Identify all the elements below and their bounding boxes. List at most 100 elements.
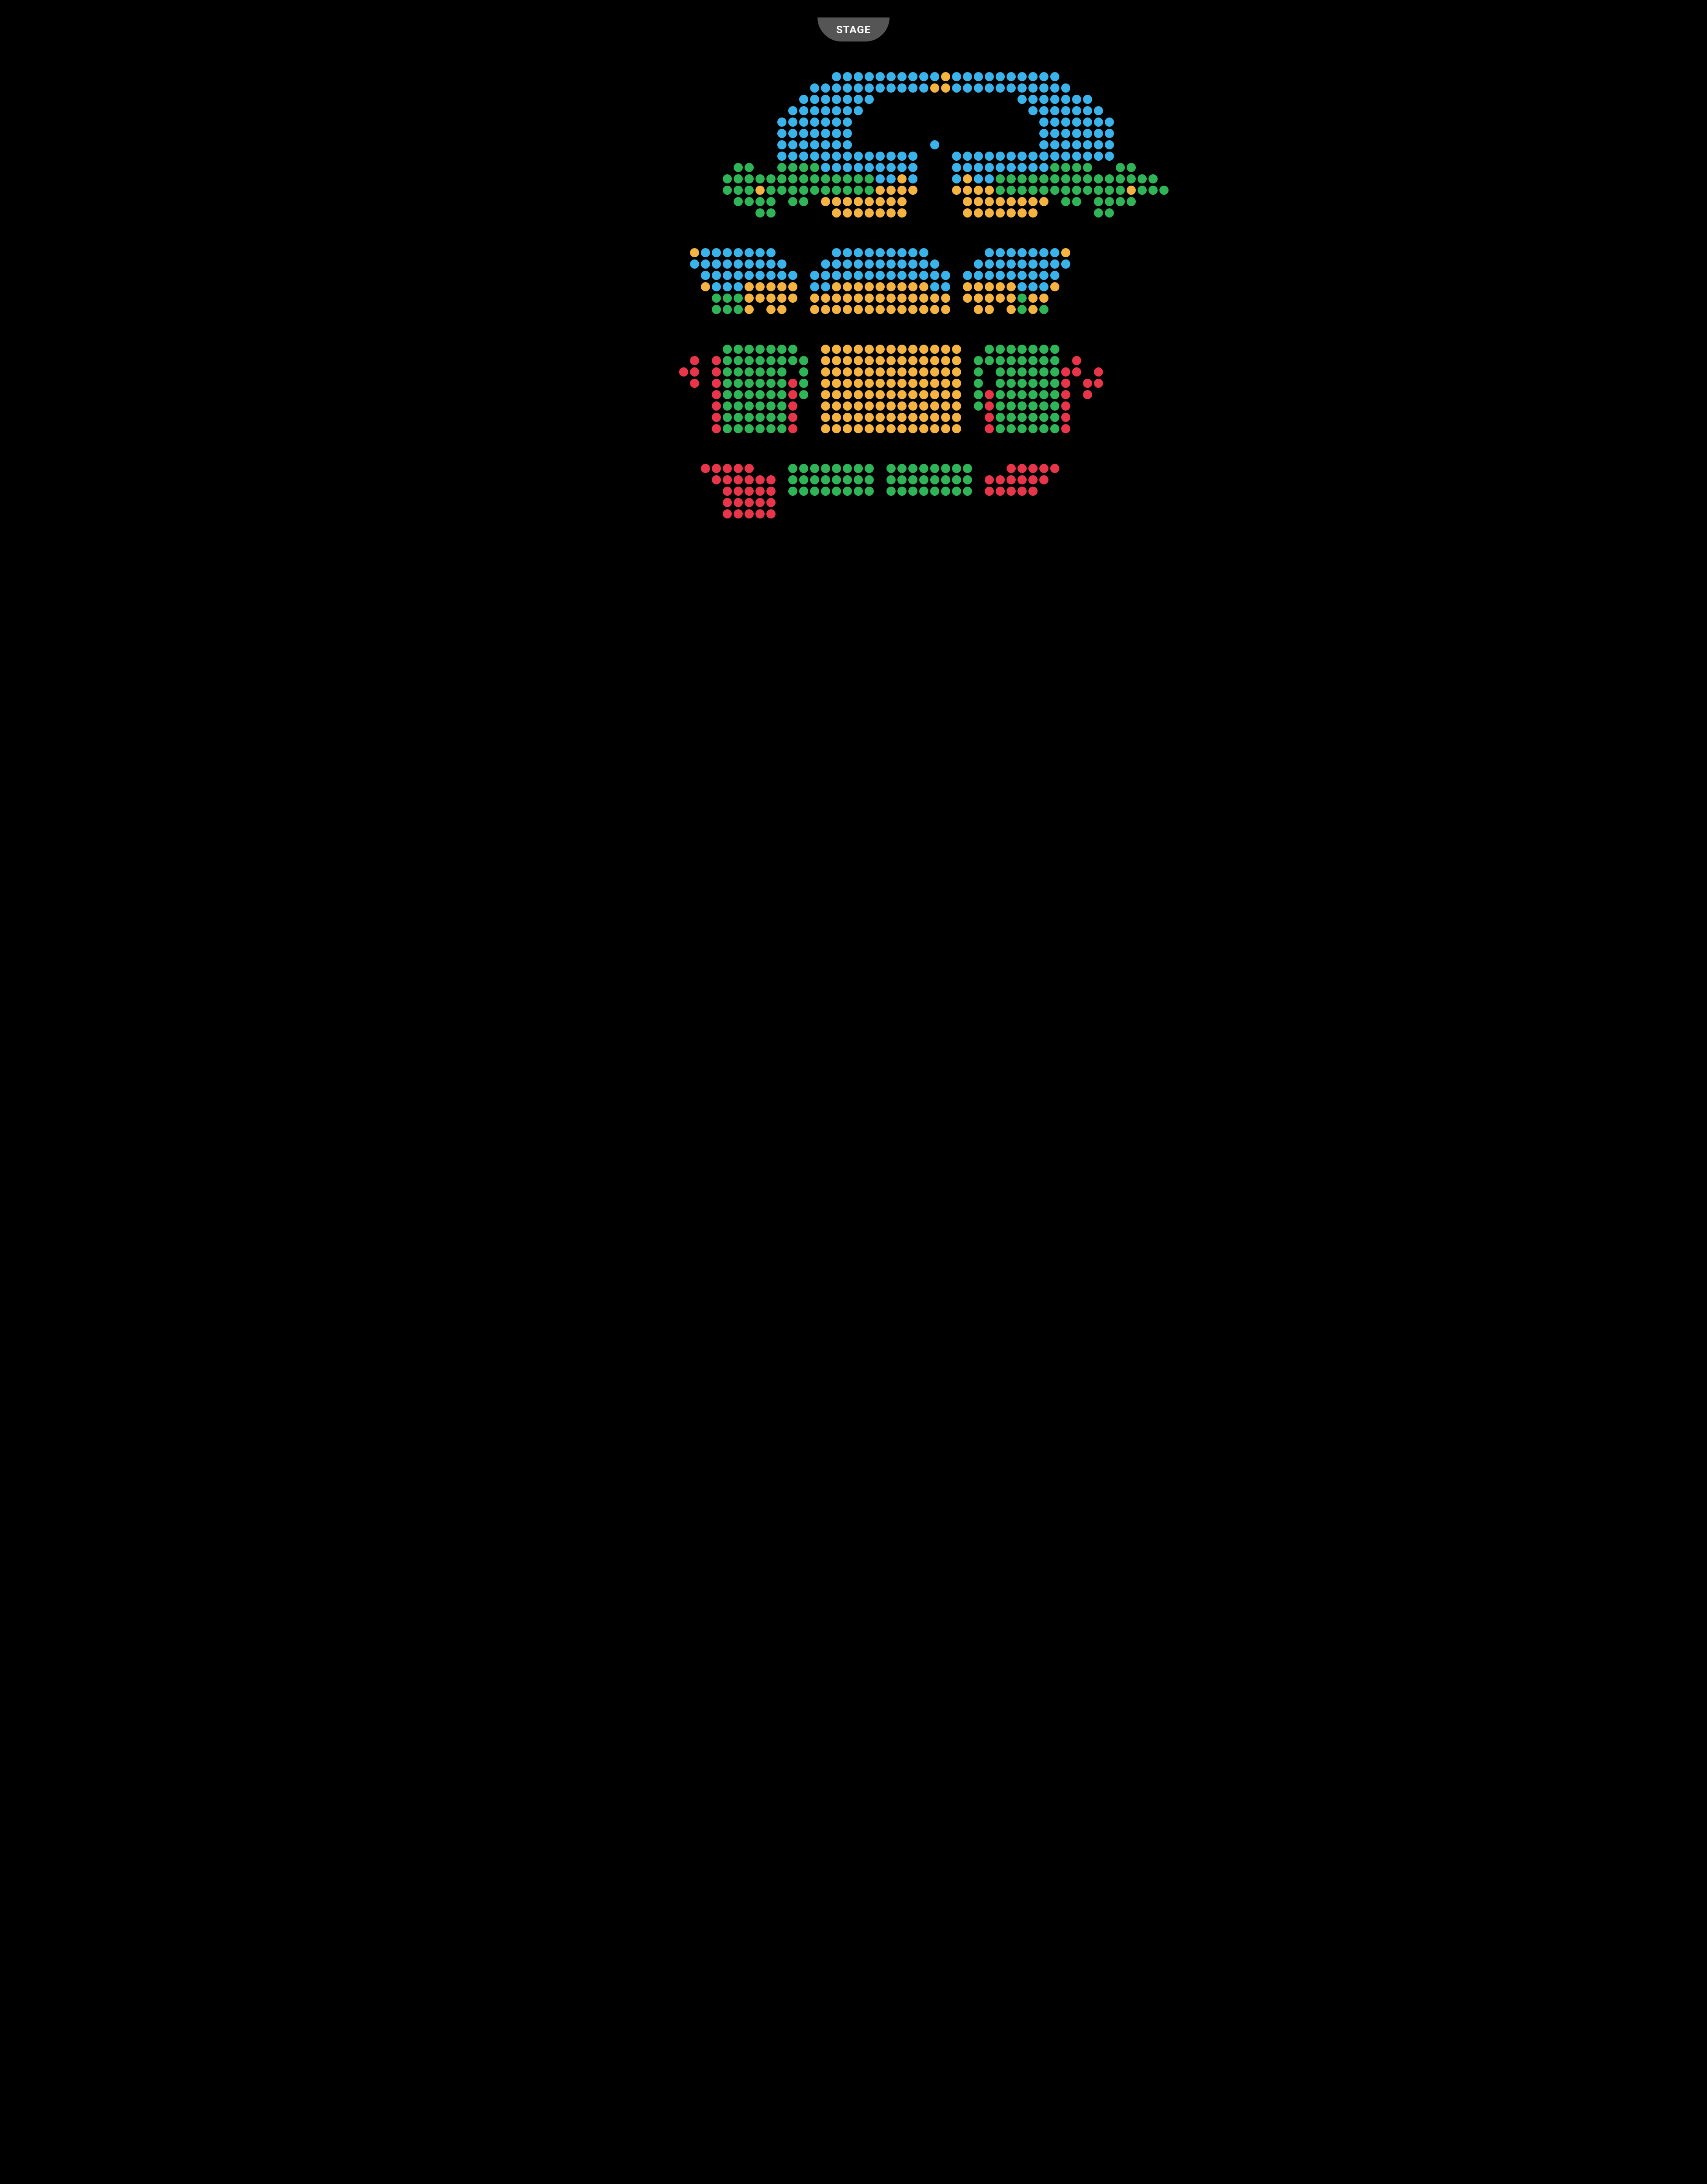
seat[interactable] xyxy=(963,271,972,280)
seat[interactable] xyxy=(919,294,928,303)
seat[interactable] xyxy=(1061,117,1070,127)
seat[interactable] xyxy=(941,83,950,93)
seat[interactable] xyxy=(843,95,852,104)
seat[interactable] xyxy=(1039,282,1048,291)
seat[interactable] xyxy=(1050,186,1059,195)
seat[interactable] xyxy=(799,464,808,473)
seat[interactable] xyxy=(777,305,786,314)
seat[interactable] xyxy=(1094,140,1103,149)
seat[interactable] xyxy=(876,72,885,81)
seat[interactable] xyxy=(1039,106,1048,115)
seat[interactable] xyxy=(1050,390,1059,399)
seat[interactable] xyxy=(1105,117,1114,127)
seat[interactable] xyxy=(1007,475,1016,484)
seat[interactable] xyxy=(1083,117,1092,127)
seat[interactable] xyxy=(1116,174,1125,183)
seat[interactable] xyxy=(886,487,896,496)
seat[interactable] xyxy=(865,356,874,365)
seat[interactable] xyxy=(996,174,1005,183)
seat[interactable] xyxy=(1050,72,1059,81)
seat[interactable] xyxy=(788,271,797,280)
seat[interactable] xyxy=(810,282,819,291)
seat[interactable] xyxy=(876,379,885,388)
seat[interactable] xyxy=(1050,248,1059,257)
seat[interactable] xyxy=(1028,487,1038,496)
seat[interactable] xyxy=(843,305,852,314)
seat[interactable] xyxy=(843,152,852,161)
seat[interactable] xyxy=(941,379,950,388)
seat[interactable] xyxy=(734,367,743,377)
seat[interactable] xyxy=(1039,345,1048,354)
seat[interactable] xyxy=(745,197,754,206)
seat[interactable] xyxy=(1028,197,1038,206)
seat[interactable] xyxy=(886,475,896,484)
seat[interactable] xyxy=(886,186,896,195)
seat[interactable] xyxy=(745,163,754,172)
seat[interactable] xyxy=(723,424,732,433)
seat[interactable] xyxy=(919,401,928,411)
seat[interactable] xyxy=(930,356,939,365)
seat[interactable] xyxy=(854,345,863,354)
seat[interactable] xyxy=(996,208,1005,218)
seat[interactable] xyxy=(985,248,994,257)
seat[interactable] xyxy=(876,305,885,314)
seat[interactable] xyxy=(821,174,830,183)
seat[interactable] xyxy=(908,72,917,81)
seat[interactable] xyxy=(865,345,874,354)
seat[interactable] xyxy=(712,475,721,484)
seat[interactable] xyxy=(734,390,743,399)
seat[interactable] xyxy=(897,271,907,280)
seat[interactable] xyxy=(755,475,765,484)
seat[interactable] xyxy=(865,83,874,93)
seat[interactable] xyxy=(1050,95,1059,104)
seat[interactable] xyxy=(766,356,776,365)
seat[interactable] xyxy=(734,271,743,280)
seat[interactable] xyxy=(755,356,765,365)
seat[interactable] xyxy=(996,487,1005,496)
seat[interactable] xyxy=(930,487,939,496)
seat[interactable] xyxy=(788,424,797,433)
seat[interactable] xyxy=(766,174,776,183)
seat[interactable] xyxy=(1072,356,1081,365)
seat[interactable] xyxy=(919,487,928,496)
seat[interactable] xyxy=(1039,356,1048,365)
seat[interactable] xyxy=(755,345,765,354)
seat[interactable] xyxy=(1017,401,1027,411)
seat[interactable] xyxy=(886,305,896,314)
seat[interactable] xyxy=(1039,413,1048,422)
seat[interactable] xyxy=(777,271,786,280)
seat[interactable] xyxy=(723,271,732,280)
seat[interactable] xyxy=(766,413,776,422)
seat[interactable] xyxy=(1028,163,1038,172)
seat[interactable] xyxy=(854,271,863,280)
seat[interactable] xyxy=(886,163,896,172)
seat[interactable] xyxy=(843,294,852,303)
seat[interactable] xyxy=(908,345,917,354)
seat[interactable] xyxy=(777,259,786,269)
seat[interactable] xyxy=(1072,140,1081,149)
seat[interactable] xyxy=(788,129,797,138)
seat[interactable] xyxy=(952,152,961,161)
seat[interactable] xyxy=(1017,367,1027,377)
seat[interactable] xyxy=(745,401,754,411)
seat[interactable] xyxy=(799,106,808,115)
seat[interactable] xyxy=(930,464,939,473)
seat[interactable] xyxy=(799,379,808,388)
seat[interactable] xyxy=(843,401,852,411)
seat[interactable] xyxy=(734,356,743,365)
seat[interactable] xyxy=(908,413,917,422)
seat[interactable] xyxy=(788,390,797,399)
seat[interactable] xyxy=(919,464,928,473)
seat[interactable] xyxy=(985,282,994,291)
seat[interactable] xyxy=(952,379,961,388)
seat[interactable] xyxy=(1028,379,1038,388)
seat[interactable] xyxy=(865,248,874,257)
seat[interactable] xyxy=(941,345,950,354)
seat[interactable] xyxy=(799,475,808,484)
seat[interactable] xyxy=(876,424,885,433)
seat[interactable] xyxy=(865,487,874,496)
seat[interactable] xyxy=(788,106,797,115)
seat[interactable] xyxy=(799,152,808,161)
seat[interactable] xyxy=(766,390,776,399)
seat[interactable] xyxy=(996,152,1005,161)
